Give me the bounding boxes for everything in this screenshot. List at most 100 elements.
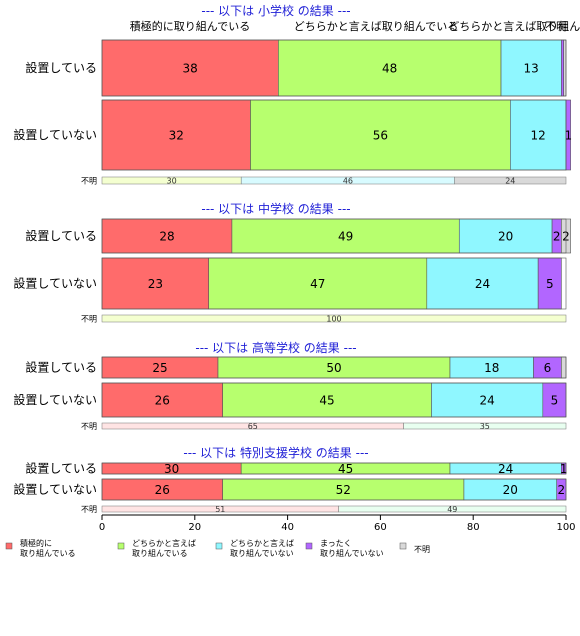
data-label: 38: [183, 62, 198, 76]
data-label: 28: [159, 230, 174, 244]
x-tick-label: 40: [281, 522, 294, 533]
bar-segment: [563, 39, 567, 97]
unknown-segment: [101, 314, 567, 323]
data-label: 12: [531, 129, 546, 143]
bar-segment: [561, 39, 564, 97]
top-label: どちらかと言えば取り組んでいる: [294, 20, 458, 33]
bar-segment: [222, 382, 432, 418]
x-tick-label: 0: [99, 522, 105, 533]
data-label: 2: [558, 483, 566, 497]
data-label: 5: [551, 394, 559, 408]
data-label: 6: [544, 361, 552, 375]
unknown-label: 不明: [81, 505, 97, 514]
unknown-data-label: 49: [447, 505, 457, 514]
bar-frame: [101, 356, 567, 379]
top-label: 積極的に取り組んでいる: [130, 19, 250, 33]
data-label: 30: [164, 462, 179, 476]
unknown-data-label: 65: [248, 422, 258, 431]
row-label: 設置している: [25, 228, 97, 243]
unknown-data-label: 51: [215, 505, 225, 514]
data-label: 24: [475, 277, 490, 291]
bar-segment: [431, 382, 544, 418]
data-label: 48: [382, 62, 397, 76]
data-label: 47: [310, 277, 325, 291]
x-tick-label: 20: [188, 522, 201, 533]
legend-swatch: [5, 542, 13, 550]
bar-frame: [101, 99, 567, 171]
data-label: 26: [155, 483, 170, 497]
data-label: 20: [503, 483, 518, 497]
data-label: 5: [546, 277, 554, 291]
data-label: 52: [336, 483, 351, 497]
legend-label: 積極的に: [20, 538, 52, 548]
unknown-data-label: 30: [167, 177, 177, 186]
row-label: 設置していない: [13, 392, 97, 407]
row-label: 設置している: [25, 60, 97, 75]
x-tick-label: 60: [374, 522, 387, 533]
x-tick-label: 100: [556, 522, 575, 533]
legend-label: 取り組んでいる: [132, 548, 188, 558]
data-label: 49: [338, 230, 353, 244]
data-label: 45: [319, 394, 334, 408]
unknown-label: 不明: [81, 422, 97, 431]
data-label: 13: [524, 62, 539, 76]
panel-title: --- 以下は 特別支援学校 の結果 ---: [183, 445, 368, 460]
data-label: 24: [479, 394, 494, 408]
bar-frame: [101, 218, 567, 254]
data-label: 26: [155, 394, 170, 408]
bar-frame: [101, 257, 567, 310]
row-label: 設置していない: [13, 127, 97, 142]
unknown-segment: [454, 176, 567, 185]
data-label: 18: [484, 361, 499, 375]
bar-frame: [101, 462, 567, 475]
legend-label: どちらかと言えば: [230, 538, 294, 548]
panel-title: --- 以下は 高等学校 の結果 ---: [195, 340, 356, 355]
data-label: 1: [560, 462, 568, 476]
bar-segment: [426, 257, 539, 310]
row-label: 設置している: [25, 461, 97, 476]
bar-segment: [561, 356, 567, 379]
row-label: 設置していない: [13, 276, 97, 291]
bar-frame: [101, 39, 567, 97]
legend-label: どちらかと言えば: [132, 538, 196, 548]
legend-swatch: [215, 542, 223, 550]
data-label: 32: [169, 129, 184, 143]
legend-label: まったく: [320, 539, 352, 548]
unknown-label: 不明: [81, 315, 97, 324]
data-label: 1: [564, 129, 572, 143]
data-label: 24: [498, 462, 513, 476]
data-label: 20: [498, 230, 513, 244]
unknown-segment: [338, 505, 567, 513]
bar-segment: [101, 218, 233, 254]
legend-label: 取り組んでいない: [230, 548, 294, 558]
unknown-data-label: 46: [343, 177, 353, 186]
data-label: 2: [553, 230, 561, 244]
bar-segment: [101, 382, 223, 418]
legend-swatch: [305, 542, 313, 550]
x-tick-label: 80: [467, 522, 480, 533]
panel-title: --- 以下は 中学校 の結果 ---: [201, 201, 350, 216]
data-label: 56: [373, 129, 388, 143]
legend-label: 取り組んでいる: [20, 548, 76, 558]
data-label: 50: [326, 361, 341, 375]
data-label: 45: [338, 462, 353, 476]
bar-segment: [101, 257, 210, 310]
bar-segment: [101, 99, 251, 171]
legend-label: 不明: [414, 545, 430, 554]
data-label: 23: [148, 277, 163, 291]
unknown-data-label: 24: [505, 177, 515, 186]
unknown-segment: [403, 422, 567, 430]
unknown-label: 不明: [81, 177, 97, 186]
bar-segment: [458, 218, 553, 254]
bar-segment: [208, 257, 428, 310]
panel-title: --- 以下は 小学校 の結果 ---: [201, 3, 350, 18]
unknown-data-label: 35: [480, 422, 490, 431]
row-label: 設置している: [25, 360, 97, 375]
bar-frame: [101, 478, 567, 501]
bar-frame: [101, 382, 567, 418]
data-label: 25: [152, 361, 167, 375]
row-label: 設置していない: [13, 482, 97, 497]
legend-swatch: [399, 542, 407, 550]
